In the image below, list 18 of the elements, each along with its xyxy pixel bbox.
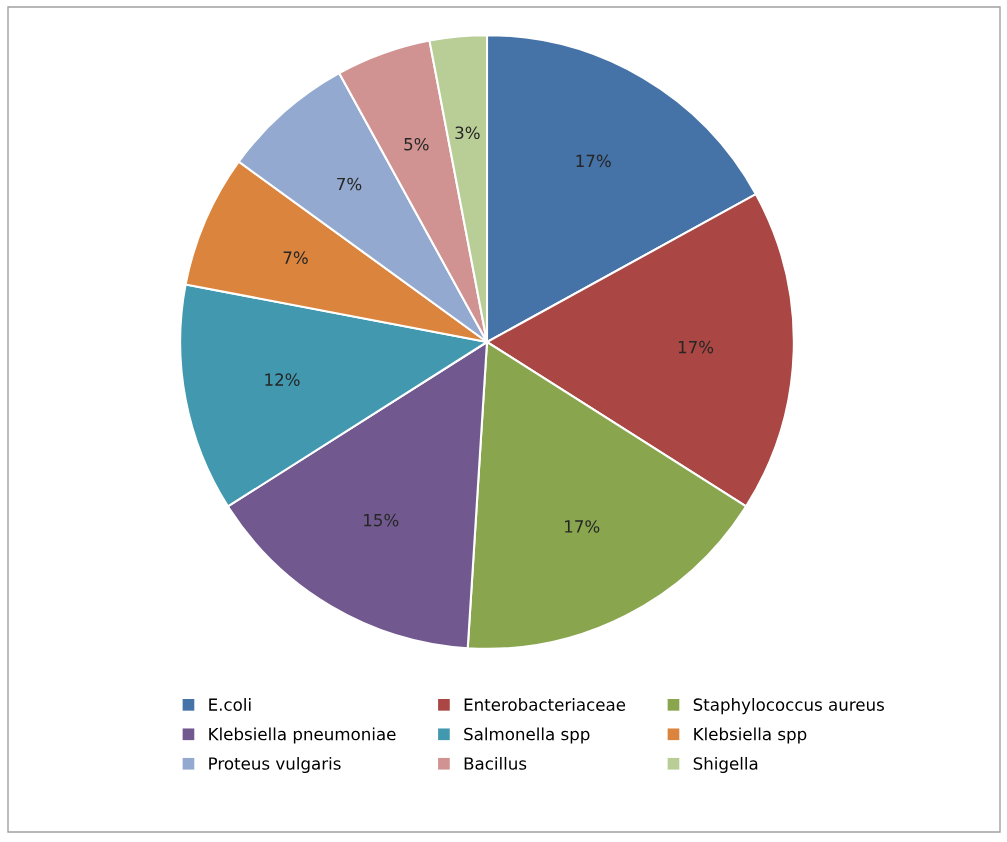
- data-label: 12%: [265, 373, 300, 386]
- legend-label: E.coli: [209, 698, 251, 711]
- data-label: 17%: [678, 340, 714, 354]
- data-label: 7%: [337, 177, 362, 191]
- legend-label: Proteus vulgaris: [209, 756, 341, 774]
- data-label: 15%: [364, 513, 399, 527]
- legend-label: Klebsiella spp: [694, 727, 807, 744]
- legend-label: Bacillus: [464, 756, 527, 770]
- data-label: 7%: [283, 251, 308, 264]
- legend-label: Shigella: [693, 756, 758, 774]
- data-label: 17%: [565, 520, 600, 533]
- legend-label: Staphylococcus aureus: [693, 698, 884, 715]
- data-label: 17%: [576, 154, 611, 168]
- data-label: 5%: [404, 137, 429, 151]
- legend-label: Enterobacteriaceae: [464, 698, 626, 711]
- legend-label: Klebsiella pneumoniae: [209, 727, 396, 744]
- legend-label: Salmonella spp: [464, 727, 590, 744]
- data-label: 3%: [455, 126, 480, 140]
